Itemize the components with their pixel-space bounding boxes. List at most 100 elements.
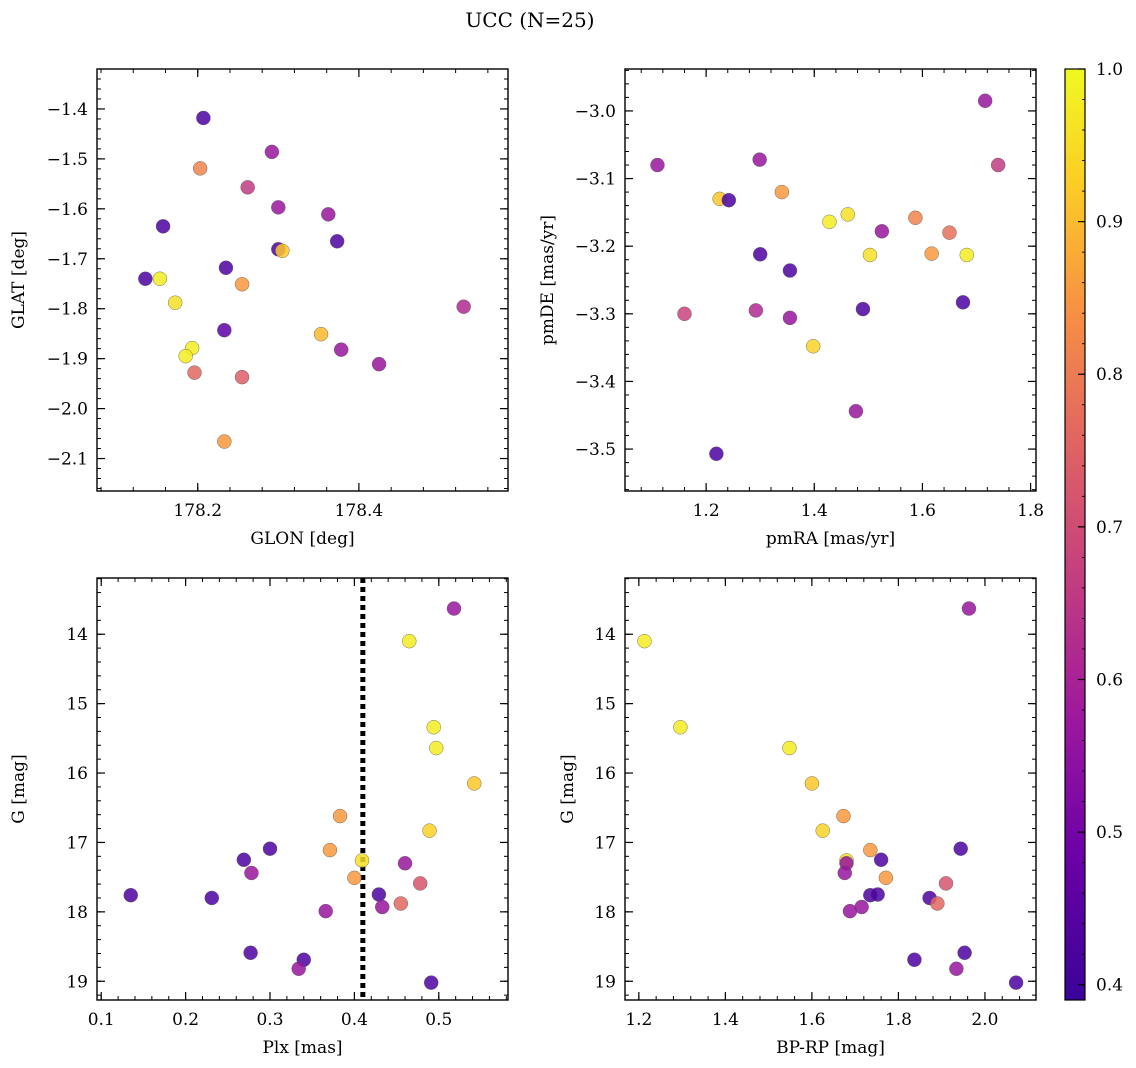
data-point: [953, 841, 968, 856]
x-tick-label: 0.1: [88, 1010, 115, 1030]
data-point: [863, 842, 878, 858]
y-tick-label: 19: [594, 972, 616, 992]
data-point: [236, 852, 252, 867]
panel-2: 1.2 1.4 1.6 1.8 −3.0 −3.1 −3.2 −3.3 −3.4 −3.5 pmRA…: [538, 68, 1044, 549]
data-point: [673, 720, 688, 735]
data-point: [155, 219, 171, 234]
data-point: [322, 842, 338, 858]
data-point: [218, 260, 234, 275]
data-point: [752, 247, 768, 262]
data-point: [371, 887, 387, 902]
x-tick-label: 0.4: [341, 1010, 368, 1030]
y-tick-label: −1.6: [47, 200, 88, 220]
y-tick-label: −1.4: [47, 100, 88, 120]
panel-4: 1.2 1.4 1.6 1.8 2.0 14 15 16 17 18 19 BP-RP [mag] G …: [558, 577, 1037, 1058]
axes-frame: [624, 68, 1037, 492]
x-tick-label: 0.3: [256, 1010, 283, 1030]
data-point: [275, 243, 290, 258]
x-tick-label: 178.4: [335, 501, 384, 521]
data-point: [243, 945, 258, 961]
data-point: [961, 601, 977, 616]
data-point: [397, 856, 413, 871]
colorbar-tick-label: 1.0: [1096, 60, 1123, 80]
panels: 178.2 178.4 −1.4 −1.5 −1.6 −1.7 −1.8 −1.9 −2.0 −2…: [9, 68, 1044, 1058]
x-tick-label: 178.2: [173, 501, 222, 521]
data-point: [878, 870, 894, 886]
data-point: [271, 200, 286, 215]
data-point: [422, 823, 437, 838]
data-point: [650, 157, 665, 173]
data-point: [262, 841, 278, 856]
data-point: [804, 776, 820, 791]
data-point: [924, 246, 939, 261]
y-tick-label: 15: [594, 695, 616, 715]
data-point: [1008, 975, 1024, 990]
x-tick-label: 1.8: [885, 1010, 912, 1030]
data-point: [234, 369, 250, 385]
y-tick-label: −3.5: [575, 440, 616, 460]
y-axis-label: GLAT [deg]: [9, 231, 29, 329]
data-point: [321, 207, 336, 222]
y-tick-label: −3.2: [575, 237, 616, 257]
x-tick-label: 0.5: [425, 1010, 452, 1030]
data-point: [677, 306, 692, 322]
data-point: [815, 823, 830, 838]
x-tick-label: 0.2: [172, 1010, 199, 1030]
data-point: [990, 157, 1006, 173]
data-point: [782, 740, 797, 756]
y-axis-label: G [mag]: [9, 754, 29, 823]
x-tick-label: 2.0: [971, 1010, 998, 1030]
data-point: [721, 192, 737, 208]
data-point: [264, 144, 280, 160]
x-tick-label: 1.4: [712, 1010, 739, 1030]
y-tick-label: 15: [66, 695, 88, 715]
data-point: [955, 295, 971, 310]
x-axis-label: GLON [deg]: [250, 529, 354, 549]
data-point: [938, 876, 954, 891]
data-point: [748, 303, 764, 318]
colorbar-tick-label: 0.8: [1096, 365, 1123, 385]
data-point: [467, 776, 482, 791]
data-point: [842, 903, 858, 919]
data-point: [870, 887, 885, 902]
data-point: [456, 299, 471, 314]
data-point: [426, 720, 441, 735]
data-point: [313, 326, 329, 342]
axes-frame: [96, 68, 509, 492]
data-point: [332, 808, 348, 824]
data-point: [837, 865, 852, 881]
y-tick-label: −1.7: [47, 250, 88, 270]
data-point: [709, 446, 724, 462]
data-point: [192, 161, 208, 176]
data-point: [152, 271, 168, 286]
y-tick-label: −1.8: [47, 300, 88, 320]
data-point: [204, 890, 219, 906]
x-tick-label: 1.8: [1017, 501, 1044, 521]
data-point: [855, 301, 871, 317]
y-axis-label: pmDE [mas/yr]: [538, 215, 558, 345]
y-tick-label: 17: [594, 833, 616, 853]
x-axis-label: Plx [mas]: [262, 1038, 342, 1058]
data-point: [874, 224, 890, 239]
data-point: [446, 601, 462, 616]
data-point: [907, 952, 922, 967]
y-tick-label: −2.0: [47, 400, 88, 420]
y-tick-label: 18: [594, 903, 616, 923]
data-point: [167, 295, 183, 310]
data-point: [217, 434, 232, 449]
data-point: [291, 961, 306, 976]
x-tick-label: 1.6: [909, 501, 936, 521]
data-point: [782, 263, 798, 278]
data-point: [234, 277, 250, 292]
x-tick-label: 1.2: [693, 501, 720, 521]
colorbar-gradient: [1064, 68, 1086, 1001]
colorbar-tick-label: 0.9: [1096, 213, 1123, 233]
y-tick-label: −1.5: [47, 150, 88, 170]
figure-title: UCC (N=25): [465, 8, 594, 32]
data-point: [244, 865, 259, 881]
colorbar-tick-label: 0.6: [1096, 670, 1123, 690]
y-tick-label: −3.3: [575, 305, 616, 325]
data-point: [949, 961, 964, 976]
x-tick-label: 1.2: [625, 1010, 652, 1030]
